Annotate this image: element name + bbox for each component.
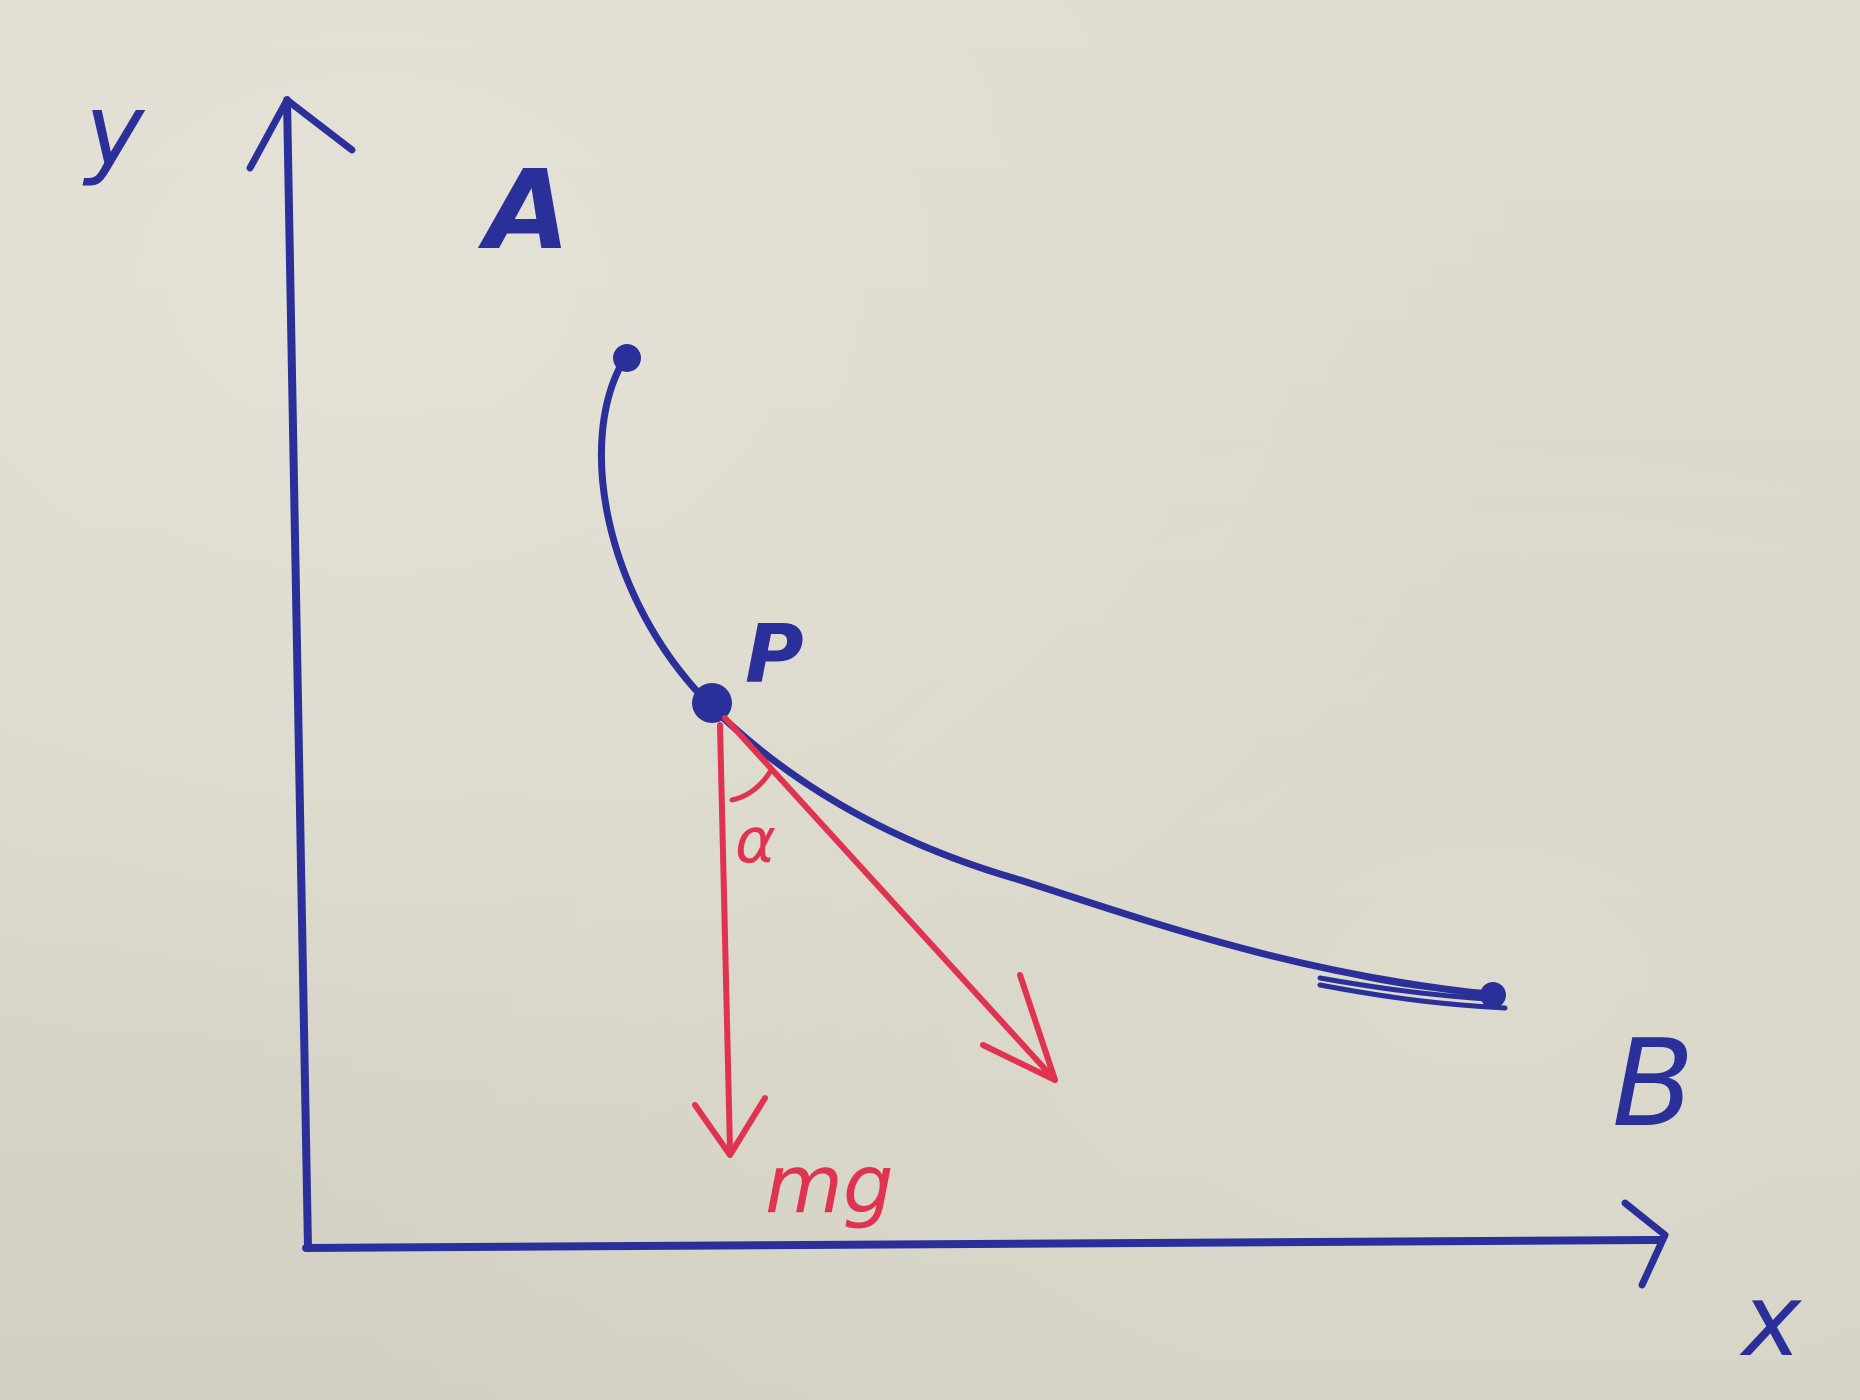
x-axis-line (302, 1236, 1664, 1252)
weight-label: mg (765, 1138, 894, 1231)
x-axis-arrowhead (1621, 1199, 1669, 1289)
y-axis-label: y (82, 72, 146, 189)
tangent-vector-arrowhead (980, 972, 1058, 1083)
angle-label: α (735, 804, 776, 877)
tangent-vector-line (722, 715, 1058, 1083)
trajectory-curve (597, 354, 1499, 999)
x-axis-label: x (1739, 1262, 1803, 1379)
weight-vector-line (717, 722, 733, 1153)
weight-vector-arrowhead (692, 1095, 768, 1158)
point-b-dot (1480, 982, 1506, 1008)
point-p-label: P (745, 608, 804, 701)
point-b-label: B (1612, 1015, 1694, 1154)
curve-end-scribble (1317, 967, 1508, 1011)
angle-arc (729, 769, 773, 803)
point-a-dot (613, 344, 641, 372)
y-axis-line (283, 96, 312, 1252)
y-axis-arrowhead (246, 96, 356, 172)
point-p-dot (692, 683, 732, 723)
point-a-label: A (477, 146, 570, 274)
